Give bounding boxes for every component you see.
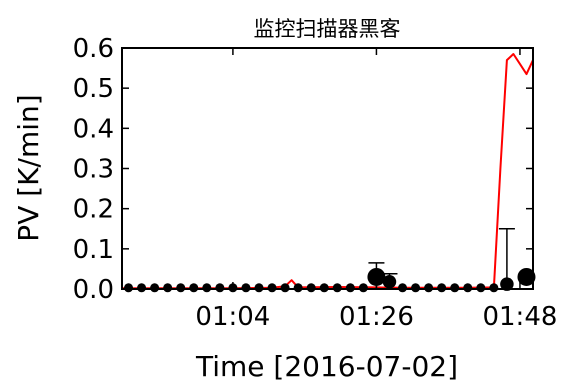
data-point [500,277,514,291]
data-point [398,283,408,293]
series-line [122,53,534,290]
y-tick-label: 0.5 [73,74,114,104]
y-axis: 0.0 0.1 0.2 0.3 0.4 0.5 0.6 [73,34,533,305]
data-point [293,283,303,293]
data-point [367,267,386,286]
y-tick-label: 0.3 [73,155,114,185]
y-tick-label: 0.2 [73,195,114,225]
y-tick-label: 0.0 [73,275,114,305]
data-point [189,283,199,293]
data-point [254,283,264,293]
data-point [241,283,251,293]
data-point [437,283,447,293]
plot-area [122,53,536,293]
data-point [411,283,421,293]
data-point [280,283,290,293]
chart-title: 监控扫描器黑客 [254,17,401,41]
data-point [358,283,368,293]
x-axis: 01:04 01:26 01:48 [195,48,557,332]
data-point [463,283,473,293]
data-point [450,283,460,293]
data-point [215,283,225,293]
data-point [163,283,173,293]
y-axis-label: PV [K/min] [12,94,45,241]
data-point [137,283,147,293]
data-point [424,283,434,293]
x-tick-label: 01:48 [482,302,557,332]
x-tick-label: 01:26 [339,302,414,332]
x-axis-label: Time [2016-07-02] [195,350,458,383]
y-tick-label: 0.6 [73,34,114,64]
data-point [382,275,397,289]
data-point [124,283,134,293]
data-point [345,283,355,293]
data-point [489,283,499,293]
x-tick-label: 01:04 [195,302,270,332]
data-point [476,283,486,293]
data-point [202,283,212,293]
data-point [267,283,277,293]
data-point [150,283,160,293]
data-point [517,267,536,286]
y-tick-label: 0.1 [73,235,114,265]
data-point [319,283,329,293]
data-point [332,283,342,293]
y-tick-label: 0.4 [73,114,114,144]
data-point [306,283,316,293]
data-point [176,283,186,293]
plot-frame [121,47,534,290]
